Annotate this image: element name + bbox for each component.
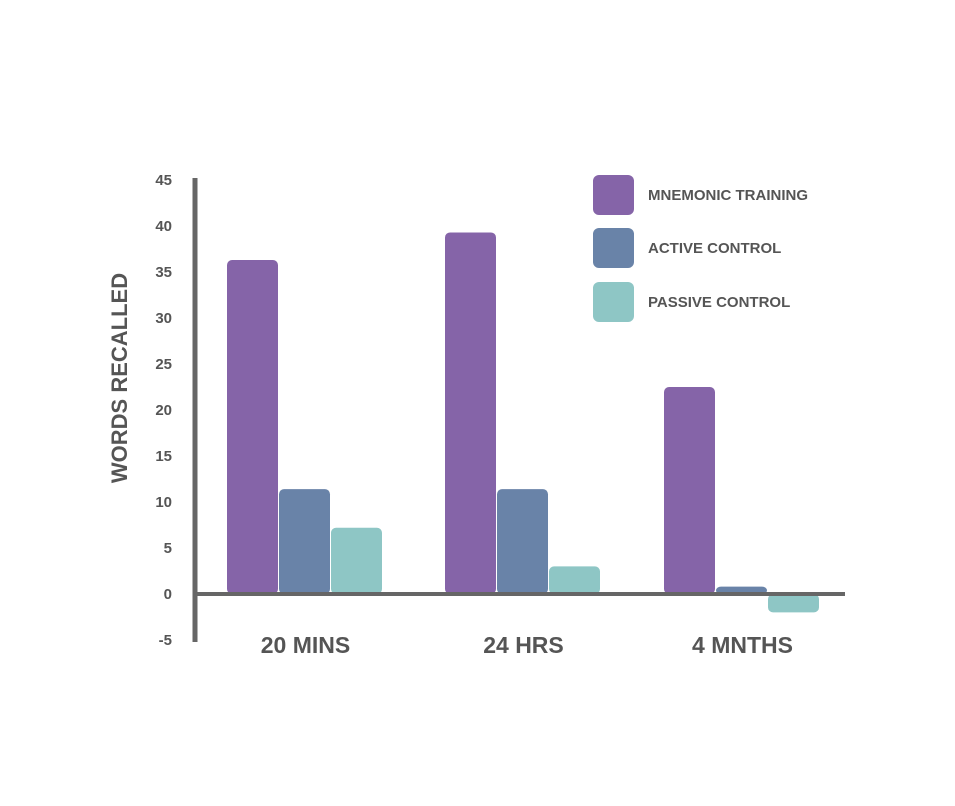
bar-passive-control-1 bbox=[549, 566, 600, 594]
y-tick-label: 40 bbox=[155, 218, 172, 235]
bar-active-control-1 bbox=[497, 489, 548, 594]
legend-label: PASSIVE CONTROL bbox=[648, 294, 790, 311]
y-tick-label: 5 bbox=[164, 540, 172, 557]
bar-mnemonic-training-0 bbox=[227, 260, 278, 594]
y-axis-label: WORDS RECALLED bbox=[107, 273, 132, 483]
y-tick-label: -5 bbox=[159, 632, 172, 649]
category-label: 20 MINS bbox=[261, 632, 350, 658]
x-axis-categories: 20 MINS 24 HRS 4 MNTHS bbox=[261, 632, 793, 658]
legend-swatch bbox=[593, 228, 634, 268]
bar-mnemonic-training-1 bbox=[445, 232, 496, 594]
legend-label: MNEMONIC TRAINING bbox=[648, 187, 808, 204]
category-label: 4 MNTHS bbox=[692, 632, 793, 658]
y-tick-label: 35 bbox=[155, 264, 172, 281]
bar-passive-control-2 bbox=[768, 594, 819, 613]
legend-swatch bbox=[593, 175, 634, 215]
legend-swatch bbox=[593, 282, 634, 322]
bars bbox=[227, 232, 819, 613]
legend-label: ACTIVE CONTROL bbox=[648, 240, 781, 257]
y-tick-label: 15 bbox=[155, 448, 172, 465]
y-tick-label: 10 bbox=[155, 494, 172, 511]
y-tick-label: 0 bbox=[164, 586, 172, 603]
bar-passive-control-0 bbox=[331, 527, 382, 594]
y-tick-label: 30 bbox=[155, 310, 172, 327]
y-tick-label: 25 bbox=[155, 356, 172, 373]
category-label: 24 HRS bbox=[483, 632, 564, 658]
y-axis-ticks: 45 40 35 30 25 20 15 10 5 0 -5 bbox=[155, 172, 172, 649]
y-tick-label: 45 bbox=[155, 172, 172, 189]
legend: MNEMONIC TRAINING ACTIVE CONTROL PASSIVE C… bbox=[593, 175, 808, 322]
axes bbox=[192, 178, 845, 642]
bar-active-control-0 bbox=[279, 489, 330, 594]
y-tick-label: 20 bbox=[155, 402, 172, 419]
bar-mnemonic-training-2 bbox=[664, 387, 715, 594]
